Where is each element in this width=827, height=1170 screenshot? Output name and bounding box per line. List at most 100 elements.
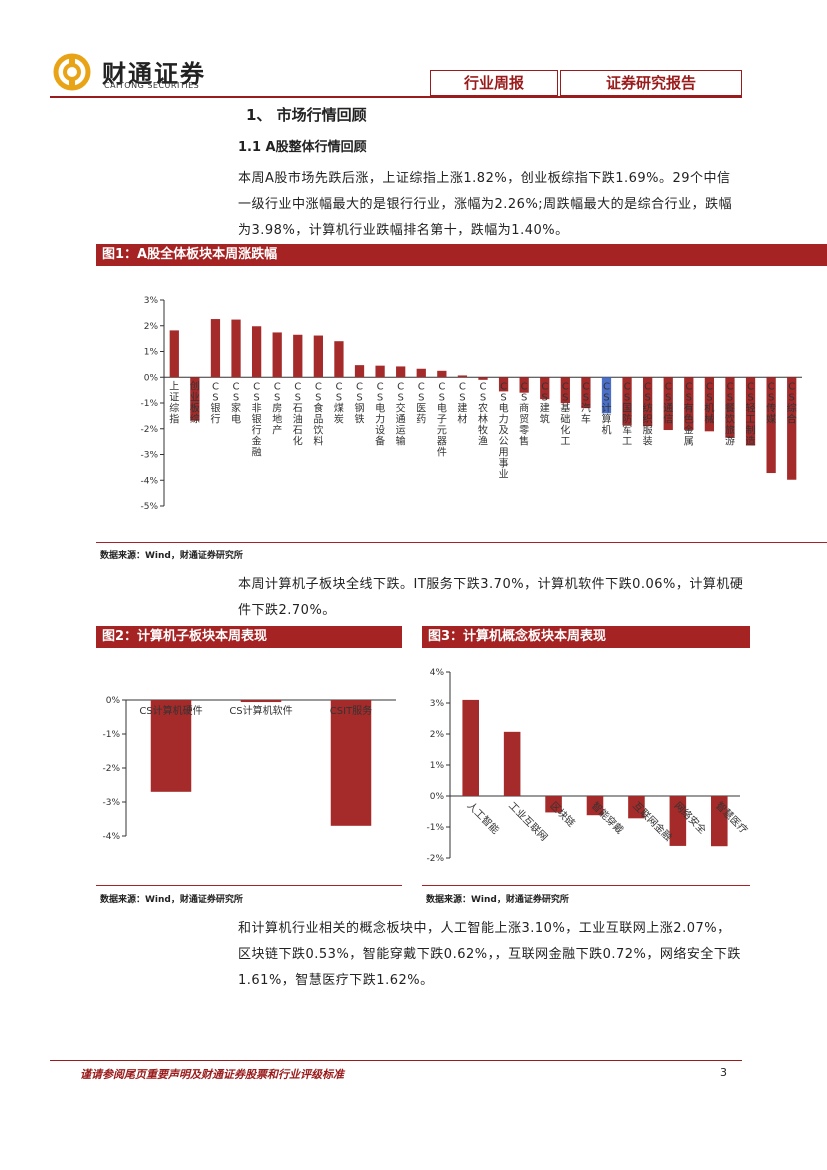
x-tick-label: C S 汽车: [581, 381, 591, 425]
bar: [622, 377, 632, 426]
x-tick-label: 智能穿戴: [589, 799, 626, 836]
footer-disclaimer: 谨请参阅尾页重要声明及财通证券股票和行业评级标准: [80, 1068, 344, 1081]
bar: [725, 377, 735, 438]
y-tick-label: 2%: [430, 730, 445, 740]
x-tick-label: C S 电子元器件: [437, 381, 447, 458]
y-tick-label: -1%: [426, 823, 444, 833]
bar: [684, 377, 694, 431]
x-tick-label: C S 非银行金融: [252, 381, 262, 458]
x-tick-label: 区块链: [547, 799, 577, 829]
logo: 财通证券 CAITONG SECURITIES: [50, 52, 230, 92]
x-tick-label: C S 石油石化: [293, 381, 303, 447]
x-tick-label: C S 商贸零售: [519, 381, 529, 447]
x-tick-label: C S 银行: [210, 381, 220, 425]
logo-mark-icon: [53, 53, 91, 91]
bar: [231, 319, 241, 378]
y-tick-label: 4%: [430, 668, 445, 678]
y-tick-label: 0%: [144, 373, 159, 383]
x-tick-label: C S 轻工制造: [746, 381, 756, 447]
y-tick-label: 3%: [430, 699, 445, 709]
x-tick-label: 创业板综: [190, 379, 200, 425]
bar: [787, 377, 797, 480]
bar: [601, 377, 612, 414]
bar: [704, 377, 715, 432]
bar: [375, 365, 385, 378]
x-tick-label: C S 煤炭: [334, 381, 344, 425]
x-tick-label: C S 综合: [787, 381, 797, 425]
x-tick-label: 工业互联网: [506, 800, 550, 844]
tag-report: 证券研究报告: [560, 70, 742, 96]
y-tick-label: -2%: [102, 764, 120, 774]
x-tick-label: C S 医药: [416, 381, 426, 425]
bar: [190, 377, 200, 421]
y-tick-label: -2%: [140, 425, 158, 435]
footer-rule: [50, 1060, 742, 1061]
x-tick-label: C S 房地产: [272, 381, 282, 436]
section-heading: 1、 市场行情回顾: [246, 106, 367, 124]
bar: [313, 335, 323, 378]
bar: [396, 366, 406, 378]
figure-2-source: 数据来源：Wind，财通证券研究所: [100, 895, 243, 905]
bar: [643, 377, 653, 427]
x-tick-label: C S 基础化工: [560, 381, 570, 447]
figure-3-source: 数据来源：Wind，财通证券研究所: [426, 895, 569, 905]
figure-3-title: 图3：计算机概念板块本周表现: [422, 626, 750, 648]
bar: [628, 796, 645, 819]
header-rule: [50, 96, 742, 98]
bar: [210, 319, 221, 378]
y-tick-label: -4%: [140, 476, 158, 486]
y-tick-label: 3%: [144, 296, 159, 306]
logo-en: CAITONG SECURITIES: [104, 81, 200, 90]
bar: [663, 377, 673, 431]
paragraph-2: 本周计算机子板块全线下跌。IT服务下跌3.70%，计算机软件下跌0.06%，计算…: [238, 577, 744, 618]
bar: [766, 377, 776, 474]
y-tick-label: -1%: [140, 399, 158, 409]
bar: [457, 375, 468, 378]
y-tick-label: -5%: [140, 502, 158, 512]
x-tick-label: C S 电力设备: [375, 381, 385, 447]
y-tick-label: 0%: [430, 792, 445, 802]
figure-3-rule: [422, 885, 750, 886]
x-tick-label: 互联网金融: [630, 799, 675, 844]
y-tick-label: 2%: [144, 322, 159, 332]
bar: [416, 368, 426, 378]
x-tick-label: C S 食品饮料: [313, 381, 323, 447]
bar: [586, 796, 604, 816]
bar: [519, 377, 529, 393]
x-tick-label: C S 机械: [704, 381, 714, 425]
x-tick-label: C S 餐饮旅游: [725, 381, 735, 447]
y-tick-label: -4%: [102, 832, 120, 842]
x-tick-label: C S 纺织服装: [643, 381, 653, 447]
bar: [334, 341, 344, 378]
x-tick-label: 人工智能: [465, 799, 502, 836]
bar: [478, 377, 488, 380]
figure-1-title: 图1：A股全体板块本周涨跌幅: [96, 244, 827, 266]
x-tick-label: CS计算机软件: [229, 704, 292, 717]
figure-2-title: 图2：计算机子板块本周表现: [96, 626, 402, 648]
paragraph-3: 和计算机行业相关的概念板块中，人工智能上涨3.10%，工业互联网上涨2.07%，…: [238, 921, 741, 988]
figure-1-chart: 3% 2% 1% 0% -1% -2% -3% -4% -5% 上证综指 创业板综 C S 银行 C S 家电 C…: [140, 296, 802, 512]
bar: [669, 796, 687, 846]
figure-2-rule: [96, 885, 402, 886]
y-tick-label: 1%: [430, 761, 445, 771]
bar: [498, 377, 509, 392]
bar: [169, 330, 179, 378]
x-tick-label: C S 计算机: [601, 381, 611, 436]
paragraph-1: 本周A股市场先跌后涨，上证综指上涨1.82%，创业板综指下跌1.69%。29个中…: [238, 171, 733, 238]
y-tick-label: 1%: [144, 348, 159, 358]
page-number: 3: [720, 1066, 727, 1079]
x-tick-label: C S 交通运输: [396, 381, 406, 447]
x-tick-label: C S 通信: [663, 381, 673, 425]
bar: [330, 700, 372, 826]
y-tick-label: -3%: [140, 451, 158, 461]
x-tick-label: CS计算机硬件: [139, 704, 202, 717]
bar: [503, 731, 521, 796]
bar: [150, 700, 192, 792]
figure-1-rule: [96, 542, 827, 543]
y-tick-label: 0%: [106, 696, 121, 706]
y-tick-label: -2%: [426, 854, 444, 864]
y-tick-label: -1%: [102, 730, 120, 740]
bar: [462, 699, 479, 796]
tag-weekly: 行业周报: [430, 70, 558, 96]
